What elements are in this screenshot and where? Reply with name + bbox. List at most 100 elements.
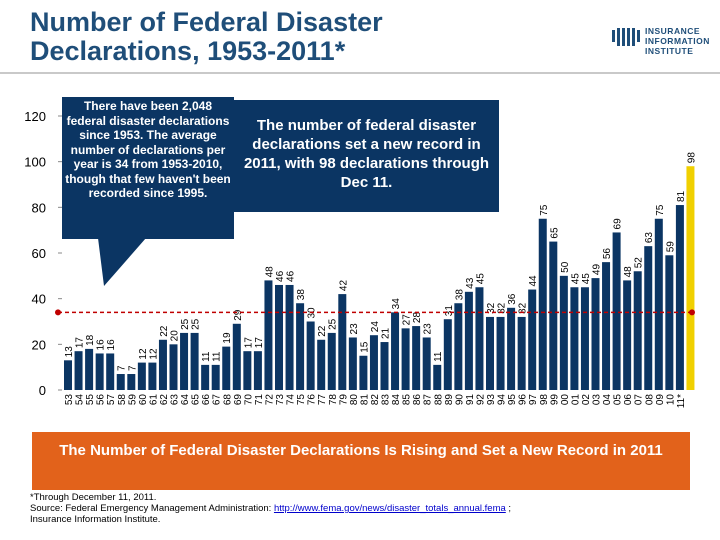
value-label-60: 12 (138, 348, 149, 360)
value-label-09: 75 (655, 204, 666, 216)
bar-68 (222, 346, 231, 390)
title-divider (0, 72, 720, 74)
average-line-end (689, 309, 695, 316)
category-label-03: 03 (592, 394, 603, 406)
bar-95 (507, 307, 516, 390)
category-label-08: 08 (644, 394, 655, 406)
value-label-93: 32 (486, 302, 497, 314)
bar-94 (496, 316, 505, 390)
value-label-68: 19 (222, 332, 233, 344)
category-label-90: 90 (454, 394, 465, 406)
bar-75 (296, 303, 305, 390)
value-label-95: 36 (507, 293, 518, 305)
category-label-06: 06 (623, 394, 634, 406)
value-label-03: 49 (592, 264, 603, 276)
bar-66 (201, 364, 210, 390)
bar-05 (612, 232, 621, 390)
value-label-05: 69 (613, 218, 624, 230)
category-label-97: 97 (528, 394, 539, 406)
category-label-53: 53 (64, 394, 75, 406)
value-label-74: 46 (286, 270, 297, 282)
bar-03 (591, 278, 600, 390)
value-label-53: 13 (64, 346, 75, 358)
y-tick-label-2: 40 (32, 292, 46, 307)
bar-57 (106, 353, 115, 390)
category-label-88: 88 (433, 394, 444, 406)
category-label-63: 63 (170, 394, 181, 406)
bar-02 (580, 287, 589, 390)
value-label-64: 25 (180, 318, 191, 330)
logo-text: INSURANCE INFORMATION INSTITUTE (645, 26, 710, 56)
bar-84 (391, 312, 400, 390)
category-label-81: 81 (359, 394, 370, 406)
bar-77 (317, 339, 326, 390)
value-label-06: 48 (623, 266, 634, 278)
category-label-77: 77 (317, 394, 328, 406)
value-label-undefined: 98 (686, 152, 697, 164)
bar-91 (464, 291, 473, 390)
value-label-58: 7 (117, 365, 128, 371)
value-label-80: 23 (349, 323, 360, 335)
bar-undefined (686, 166, 695, 390)
category-label-85: 85 (402, 394, 413, 406)
bar-82 (369, 335, 378, 390)
bar-79 (338, 294, 347, 390)
category-label-64: 64 (180, 394, 191, 406)
footnote-publisher: Insurance Information Institute. (30, 514, 161, 525)
y-tick-label-6: 120 (24, 109, 46, 124)
value-label-72: 48 (264, 266, 275, 278)
bar-60 (137, 362, 146, 390)
bar-09 (654, 218, 663, 390)
value-label-54: 17 (75, 337, 86, 349)
category-label-99: 99 (549, 394, 560, 406)
category-label-57: 57 (106, 394, 117, 406)
bar-chart: 0204060801001201353175418551656165775875… (24, 109, 697, 408)
bar-92 (475, 287, 484, 390)
bar-61 (148, 362, 157, 390)
value-label-66: 11 (201, 351, 212, 362)
value-label-98: 75 (539, 204, 550, 216)
bar-83 (380, 342, 389, 390)
bar-89 (443, 319, 452, 390)
category-label-72: 72 (264, 394, 275, 406)
bar-71 (253, 351, 262, 390)
bar-90 (454, 303, 463, 390)
bar-73 (275, 284, 283, 390)
bar-53 (64, 360, 72, 390)
value-label-73: 46 (275, 270, 286, 282)
category-label-92: 92 (475, 394, 486, 406)
category-label-01: 01 (570, 394, 581, 406)
value-label-97: 44 (528, 275, 539, 287)
y-tick-label-0: 0 (39, 383, 46, 398)
value-label-07: 52 (634, 257, 645, 269)
bar-10 (665, 255, 674, 390)
source-link[interactable]: http://www.fema.gov/news/disaster_totals… (273, 503, 506, 514)
bar-76 (306, 321, 315, 390)
category-label-80: 80 (349, 394, 360, 406)
value-label-02: 45 (581, 273, 592, 285)
category-label-54: 54 (75, 394, 86, 406)
category-label-79: 79 (338, 394, 349, 406)
bar-54 (74, 351, 83, 390)
footnote: *Through December 11, 2011. Source: Fede… (30, 492, 630, 525)
bar-85 (401, 328, 410, 390)
bar-63 (169, 344, 178, 390)
value-label-69: 29 (233, 309, 244, 321)
bar-78 (327, 332, 336, 390)
category-label-98: 98 (539, 394, 550, 406)
value-label-79: 42 (338, 280, 349, 292)
footnote-through: *Through December 11, 2011. (30, 492, 157, 503)
category-label-69: 69 (233, 394, 244, 406)
category-label-94: 94 (497, 394, 508, 406)
history-note-pointer (98, 238, 146, 286)
footnote-source: Source: Federal Emergency Management Adm… (30, 503, 512, 514)
bar-59 (127, 374, 136, 390)
record-note: The number of federal disaster declarati… (234, 100, 499, 212)
value-label-78: 25 (328, 318, 339, 330)
bar-67 (211, 364, 220, 390)
category-label-07: 07 (634, 394, 645, 406)
bar-01 (570, 287, 579, 390)
category-label-71: 71 (254, 394, 265, 406)
value-label-84: 34 (391, 298, 402, 310)
bar-04 (602, 262, 611, 390)
